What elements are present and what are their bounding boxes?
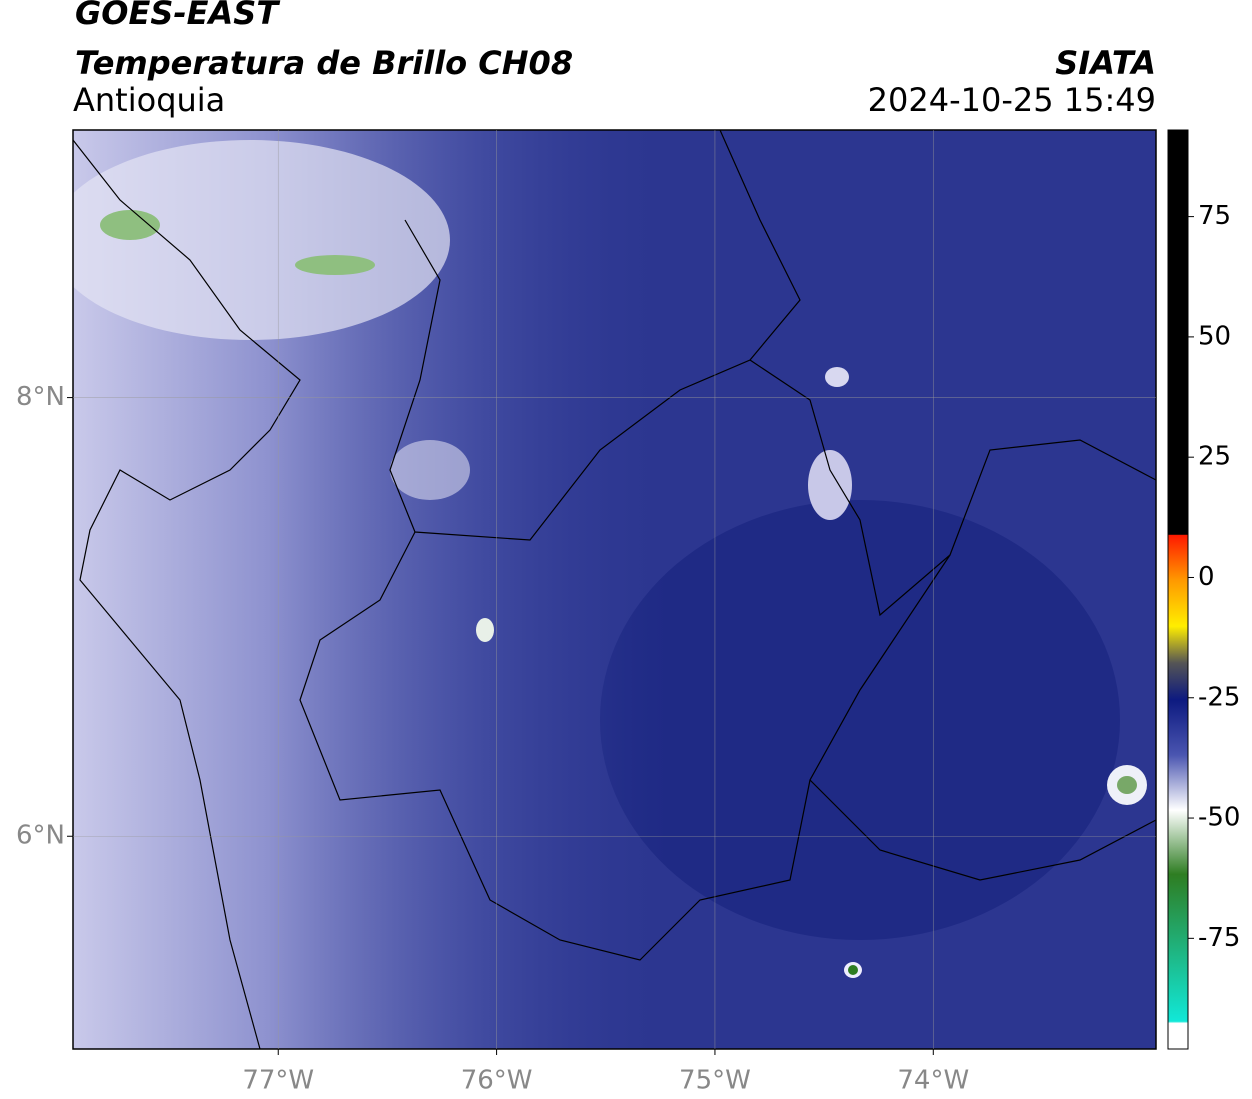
colorbar-label: -75 [1198, 923, 1240, 953]
x-tick-label: 74°W [897, 1066, 969, 1096]
region: Antioquia [73, 81, 225, 119]
colorbar-label: 75 [1198, 201, 1231, 231]
colorbar-label: 50 [1198, 321, 1231, 351]
title: GOES-EAST [75, 0, 280, 32]
x-tick-label: 75°W [679, 1066, 751, 1096]
y-tick-label: 8°N [16, 382, 65, 412]
subtitle: Temperatura de Brillo CH08 [75, 44, 573, 82]
map-frame [72, 129, 1157, 1050]
colorbar-label: 0 [1198, 562, 1215, 592]
y-tick-label: 6°N [16, 821, 65, 851]
colorbar-label: -50 [1198, 803, 1240, 833]
x-tick-label: 76°W [461, 1066, 533, 1096]
timestamp: 2024-10-25 15:49 [868, 81, 1156, 119]
colorbar-label: -25 [1198, 682, 1240, 712]
map-image [73, 130, 1156, 1049]
colorbar [1167, 129, 1189, 1050]
colorbar-label: 25 [1198, 442, 1231, 472]
source: SIATA [1055, 44, 1156, 82]
x-tick-label: 77°W [242, 1066, 314, 1096]
